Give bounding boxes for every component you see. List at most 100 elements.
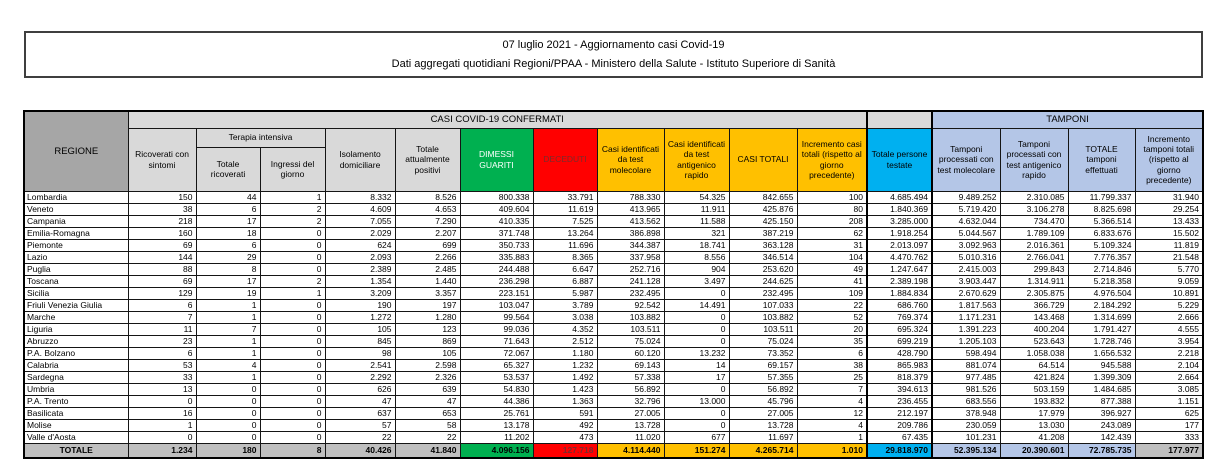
value-cell: 0 bbox=[259, 226, 326, 240]
value-cell: 350.733 bbox=[459, 238, 534, 252]
value-cell: 333 bbox=[1134, 430, 1204, 444]
value-cell: 625 bbox=[1134, 406, 1204, 420]
value-cell: 3.085 bbox=[1134, 382, 1204, 396]
value-cell: 232.495 bbox=[596, 286, 665, 300]
value-cell: 33.791 bbox=[532, 190, 598, 204]
value-cell: 35 bbox=[796, 334, 868, 348]
value-cell: 47 bbox=[324, 394, 396, 408]
value-cell: 4.470.762 bbox=[866, 250, 933, 264]
value-cell: 7 bbox=[796, 382, 868, 396]
value-cell: 788.330 bbox=[596, 190, 665, 204]
value-cell: 5.719.420 bbox=[931, 202, 1001, 216]
value-cell: 6.887 bbox=[532, 274, 598, 288]
value-cell: 626 bbox=[324, 382, 396, 396]
value-cell: 5.218.358 bbox=[1067, 274, 1136, 288]
value-cell: 17.979 bbox=[999, 406, 1069, 420]
total-label-cell: TOTALE bbox=[23, 442, 129, 459]
table-row: P.A. Trento 0 0 0 47 47 44.386 1.363 32.796 13.00… bbox=[23, 394, 1204, 408]
region-cell: Campania bbox=[23, 214, 129, 228]
region-cell: Molise bbox=[23, 418, 129, 432]
region-cell: Valle d'Aosta bbox=[23, 430, 129, 444]
value-cell: 25 bbox=[796, 370, 868, 384]
col-header-casi-test-molecolare: Casi identificati da test molecolare bbox=[596, 127, 665, 192]
value-cell: 1.247.647 bbox=[866, 262, 933, 276]
value-cell: 869 bbox=[394, 334, 461, 348]
value-cell: 69.157 bbox=[728, 358, 798, 372]
value-cell: 0 bbox=[259, 418, 326, 432]
value-cell: 31 bbox=[796, 238, 868, 252]
value-cell: 19 bbox=[195, 286, 261, 300]
col-header-casi-test-antigenico: Casi identificati da test antigenico rap… bbox=[663, 127, 730, 192]
value-cell: 0 bbox=[259, 358, 326, 372]
table-row: Marche 7 1 0 1.272 1.280 99.564 3.038 103.882 0 10… bbox=[23, 310, 1204, 324]
value-cell: 346.514 bbox=[728, 250, 798, 264]
value-cell: 31.940 bbox=[1134, 190, 1204, 204]
col-header-tamponi-antigenico: Tamponi processati con test antigenico r… bbox=[999, 127, 1069, 192]
value-cell: 13.178 bbox=[459, 418, 534, 432]
value-cell: 591 bbox=[532, 406, 598, 420]
value-cell: 107.033 bbox=[728, 298, 798, 312]
value-cell: 387.219 bbox=[728, 226, 798, 240]
value-cell: 60.120 bbox=[596, 346, 665, 360]
value-cell: 1.918.254 bbox=[866, 226, 933, 240]
value-cell: 22 bbox=[394, 430, 461, 444]
value-cell: 29.254 bbox=[1134, 202, 1204, 216]
value-cell: 2.218 bbox=[1134, 346, 1204, 360]
value-cell: 699 bbox=[394, 238, 461, 252]
value-cell: 1 bbox=[195, 310, 261, 324]
value-cell: 2.389 bbox=[324, 262, 396, 276]
value-cell: 6.647 bbox=[532, 262, 598, 276]
value-cell: 71.643 bbox=[459, 334, 534, 348]
value-cell: 7.290 bbox=[394, 214, 461, 228]
table-row: Emilia-Romagna 160 18 0 2.029 2.207 371.748 13.… bbox=[23, 226, 1204, 240]
value-cell: 38 bbox=[127, 202, 197, 216]
table-row: Friuli Venezia Giulia 6 1 0 190 197 103.047 3.7… bbox=[23, 298, 1204, 312]
region-cell: Veneto bbox=[23, 202, 129, 216]
value-cell: 129 bbox=[127, 286, 197, 300]
table-row: Piemonte 69 6 0 624 699 350.733 11.696 344.387 18… bbox=[23, 238, 1204, 252]
total-value-cell: 20.390.601 bbox=[999, 442, 1069, 459]
value-cell: 7.055 bbox=[324, 214, 396, 228]
value-cell: 14 bbox=[663, 358, 730, 372]
value-cell: 1.354 bbox=[324, 274, 396, 288]
value-cell: 425.876 bbox=[728, 202, 798, 216]
region-cell: P.A. Trento bbox=[23, 394, 129, 408]
value-cell: 2.292 bbox=[324, 370, 396, 384]
table-row: Basilicata 16 0 0 637 653 25.761 591 27.005 0 27.0… bbox=[23, 406, 1204, 420]
value-cell: 13.264 bbox=[532, 226, 598, 240]
value-cell: 197 bbox=[394, 298, 461, 312]
value-cell: 2.512 bbox=[532, 334, 598, 348]
value-cell: 0 bbox=[663, 322, 730, 336]
value-cell: 1.484.685 bbox=[1067, 382, 1136, 396]
spacer-cell bbox=[866, 110, 933, 129]
value-cell: 2.666 bbox=[1134, 310, 1204, 324]
value-cell: 400.204 bbox=[999, 322, 1069, 336]
value-cell: 11.020 bbox=[596, 430, 665, 444]
value-cell: 150 bbox=[127, 190, 197, 204]
value-cell: 75.024 bbox=[596, 334, 665, 348]
total-value-cell: 72.785.735 bbox=[1067, 442, 1136, 459]
value-cell: 5.229 bbox=[1134, 298, 1204, 312]
value-cell: 177 bbox=[1134, 418, 1204, 432]
col-header-ingressi-del-giorno: Ingressi del giorno bbox=[259, 146, 326, 192]
value-cell: 1.791.427 bbox=[1067, 322, 1136, 336]
value-cell: 6 bbox=[127, 346, 197, 360]
value-cell: 3.954 bbox=[1134, 334, 1204, 348]
value-cell: 13.433 bbox=[1134, 214, 1204, 228]
value-cell: 27.005 bbox=[596, 406, 665, 420]
value-cell: 3.497 bbox=[663, 274, 730, 288]
total-value-cell: 180 bbox=[195, 442, 261, 459]
value-cell: 2.598 bbox=[394, 358, 461, 372]
total-value-cell: 127.718 bbox=[532, 442, 598, 459]
value-cell: 1.656.532 bbox=[1067, 346, 1136, 360]
value-cell: 11.619 bbox=[532, 202, 598, 216]
value-cell: 639 bbox=[394, 382, 461, 396]
value-cell: 1 bbox=[195, 334, 261, 348]
value-cell: 0 bbox=[663, 382, 730, 396]
value-cell: 0 bbox=[663, 286, 730, 300]
value-cell: 1.314.699 bbox=[1067, 310, 1136, 324]
value-cell: 11.588 bbox=[663, 214, 730, 228]
value-cell: 6.833.676 bbox=[1067, 226, 1136, 240]
total-value-cell: 151.274 bbox=[663, 442, 730, 459]
value-cell: 5.109.324 bbox=[1067, 238, 1136, 252]
